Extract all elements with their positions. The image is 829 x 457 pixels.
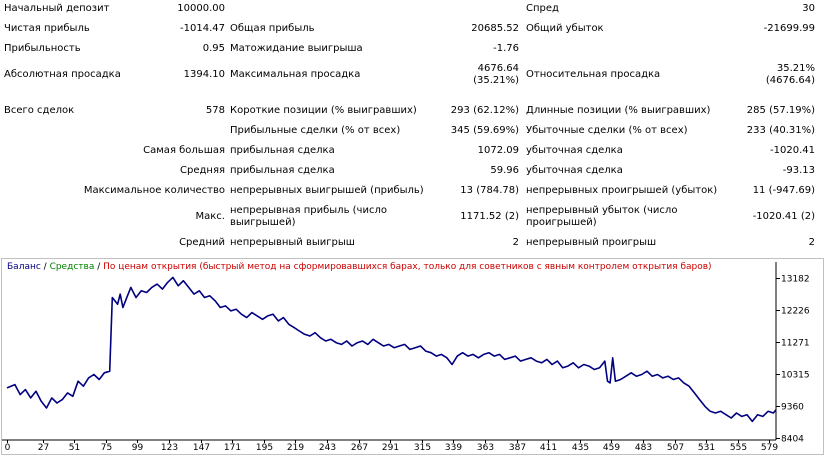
x-tick-label: 579	[761, 443, 778, 453]
x-tick-label: 507	[667, 443, 684, 453]
profitability-value: 0.95	[202, 43, 225, 54]
x-tick-label: 315	[414, 443, 431, 453]
x-tick-label: 219	[287, 443, 304, 453]
expected-payoff-value: -1.76	[493, 43, 519, 54]
x-tick-label: 339	[445, 443, 462, 453]
avg-consec-wins-label: непрерывный выигрыш	[230, 237, 355, 248]
balance-chart-frame	[1, 258, 824, 455]
loss-trades-value: 233 (40.31%)	[746, 125, 815, 136]
short-positions-label: Короткие позиции (% выигравших)	[230, 105, 417, 116]
x-tick-label: 51	[69, 443, 80, 453]
rel-drawdown-label: Относительная просадка	[526, 69, 661, 80]
max-consec-losses-value: 11 (-947.69)	[752, 185, 815, 196]
largest-profit-label: прибыльная сделка	[230, 145, 335, 156]
largest-profit-value: 1072.09	[477, 145, 519, 156]
rel-drawdown-value: (4676.64)	[765, 75, 815, 86]
x-tick-label: 99	[132, 443, 144, 453]
gross-loss-label: Общий убыток	[526, 23, 604, 34]
total-trades-label: Всего сделок	[4, 105, 75, 116]
x-tick-label: 291	[382, 443, 399, 453]
gross-profit-value: 20685.52	[471, 23, 519, 34]
profit-trades-value: 345 (59.69%)	[450, 125, 519, 136]
x-tick-label: 27	[38, 443, 49, 453]
x-tick-label: 411	[540, 443, 557, 453]
x-tick-label: 555	[730, 443, 747, 453]
balance-line	[6, 276, 777, 423]
net-profit-value: -1014.47	[180, 23, 225, 34]
x-tick-label: 243	[319, 443, 336, 453]
avg-consec-losses-value: 2	[808, 237, 815, 248]
x-tick-label: 387	[509, 443, 526, 453]
max-consec-profit-value: 1171.52 (2)	[460, 211, 519, 222]
initial-deposit-label: Начальный депозит	[4, 3, 110, 14]
x-tick-label: 75	[101, 443, 112, 453]
profitability-label: Прибыльность	[4, 43, 81, 54]
max-consec-losses-label: непрерывных проигрышей (убыток)	[526, 185, 718, 196]
x-tick-label: 459	[603, 443, 620, 453]
avg-consec-wins-value: 2	[512, 237, 519, 248]
average-loss-label: убыточная сделка	[526, 165, 623, 176]
short-positions-value: 293 (62.12%)	[450, 105, 519, 116]
abs-drawdown-label: Абсолютная просадка	[4, 69, 121, 80]
x-tick-label: 0	[5, 443, 11, 453]
expected-payoff-label: Матожидание выигрыша	[230, 43, 363, 54]
loss-trades-label: Убыточные сделки (% от всех)	[526, 125, 688, 136]
largest-loss-label: убыточная сделка	[526, 145, 623, 156]
avg-consec-losses-label: непрерывный проигрыш	[526, 237, 657, 248]
total-trades-value: 578	[205, 105, 225, 116]
legend-balance: Баланс	[7, 262, 41, 272]
legend-method: По ценам открытия (быстрый метод на сфор…	[103, 262, 712, 272]
y-tick-label: 12226	[781, 307, 810, 317]
average-profit-label: прибыльная сделка	[230, 165, 335, 176]
spread-value: 30	[802, 3, 815, 14]
x-tick-label: 171	[224, 443, 241, 453]
max-consec-wins-label: непрерывных выигрышей (прибыль)	[230, 185, 424, 196]
max-drawdown-value: 4676.64	[477, 63, 519, 74]
x-tick-label: 435	[572, 443, 589, 453]
legend-separator: /	[94, 262, 104, 272]
abs-drawdown-value: 1394.10	[183, 69, 225, 80]
net-profit-label: Чистая прибыль	[4, 23, 90, 34]
y-tick-label: 10315	[781, 371, 810, 381]
largest-loss-value: -1020.41	[770, 145, 815, 156]
x-tick-label: 267	[351, 443, 368, 453]
profit-trades-label: Прибыльные сделки (% от всех)	[230, 125, 401, 136]
legend-equity: Средства	[49, 262, 95, 272]
max-consec-loss-value: -1020.41 (2)	[752, 211, 815, 222]
initial-deposit-value: 10000.00	[177, 3, 225, 14]
gross-profit-label: Общая прибыль	[230, 23, 315, 34]
report-table: Начальный депозит 10000.00 Спред 30 Чист…	[4, 3, 815, 248]
x-tick-label: 483	[635, 443, 652, 453]
average-profit-value: 59.96	[490, 165, 519, 176]
x-tick-label: 531	[698, 443, 715, 453]
max-consec-profit-label: непрерывная прибыль (число выигрышей)	[230, 205, 387, 228]
y-tick-label: 9360	[781, 403, 804, 413]
largest-label: Самая большая	[143, 145, 225, 156]
y-tick-label: 11271	[781, 339, 810, 349]
x-tick-label: 147	[193, 443, 210, 453]
max-consec-wins-value: 13 (784.78)	[460, 185, 519, 196]
y-tick-label: 8404	[781, 435, 804, 445]
average-loss-value: -93.13	[782, 165, 815, 176]
y-tick-label: 13182	[781, 275, 810, 285]
average-label: Средняя	[180, 165, 225, 176]
max-consec-loss-label: непрерывный убыток (число проигрышей)	[526, 205, 678, 228]
x-tick-label: 123	[161, 443, 178, 453]
chart-legend: Баланс / Средства / По ценам открытия (б…	[7, 262, 712, 272]
max-count-label: Максимальное количество	[83, 185, 225, 196]
max-drawdown-percent: (35.21%)	[473, 75, 519, 86]
max-drawdown-label: Максимальная просадка	[230, 69, 361, 80]
x-tick-label: 195	[256, 443, 273, 453]
long-positions-value: 285 (57.19%)	[746, 105, 815, 116]
rel-drawdown-percent: 35.21%	[776, 63, 815, 74]
avg-label: Средний	[179, 237, 225, 248]
spread-label: Спред	[526, 3, 559, 14]
long-positions-label: Длинные позиции (% выигравших)	[526, 105, 711, 116]
max-label: Макс.	[195, 211, 225, 222]
legend-separator: /	[40, 262, 50, 272]
x-tick-label: 363	[477, 443, 494, 453]
gross-loss-value: -21699.99	[763, 23, 815, 34]
